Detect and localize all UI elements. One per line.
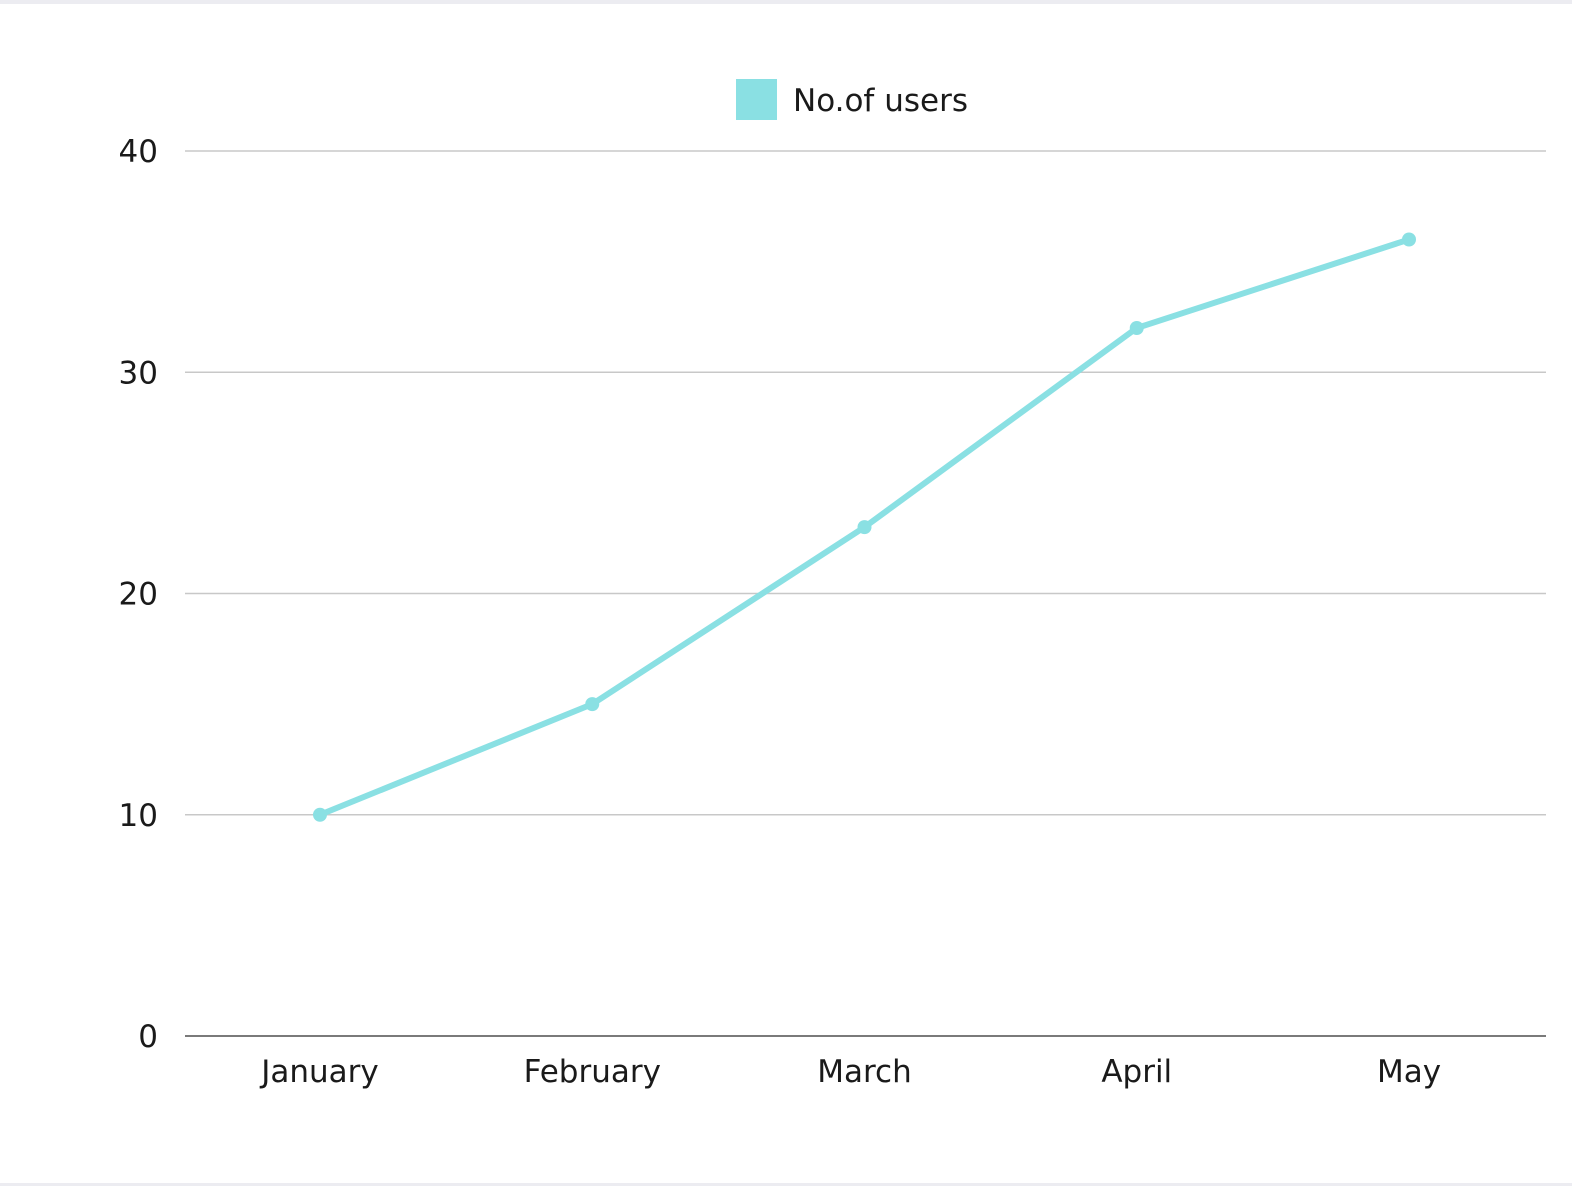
y-tick-label: 30 (119, 355, 158, 391)
legend-swatch (736, 79, 777, 120)
series-no-of-users (313, 232, 1416, 822)
y-tick-label: 0 (138, 1019, 158, 1055)
bottom-border (0, 1183, 1572, 1186)
data-point (585, 697, 600, 712)
x-tick-label: May (1377, 1054, 1441, 1090)
x-tick-label: April (1101, 1054, 1172, 1090)
y-axis-tick-labels: 0 10 20 30 40 (119, 134, 158, 1055)
data-point (1402, 232, 1416, 247)
data-point (313, 807, 327, 822)
x-tick-label: January (259, 1054, 379, 1090)
data-point (857, 520, 872, 535)
x-tick-label: February (524, 1054, 661, 1090)
legend-label: No.of users (793, 83, 968, 119)
x-axis-tick-labels: January February March April May (259, 1054, 1441, 1090)
x-tick-label: March (817, 1054, 912, 1090)
y-tick-label: 40 (119, 134, 158, 170)
y-tick-label: 20 (119, 577, 158, 613)
legend: No.of users (736, 79, 968, 120)
gridlines (185, 150, 1546, 1037)
data-point (1129, 321, 1144, 335)
y-tick-label: 10 (119, 798, 158, 834)
top-border (0, 0, 1572, 4)
